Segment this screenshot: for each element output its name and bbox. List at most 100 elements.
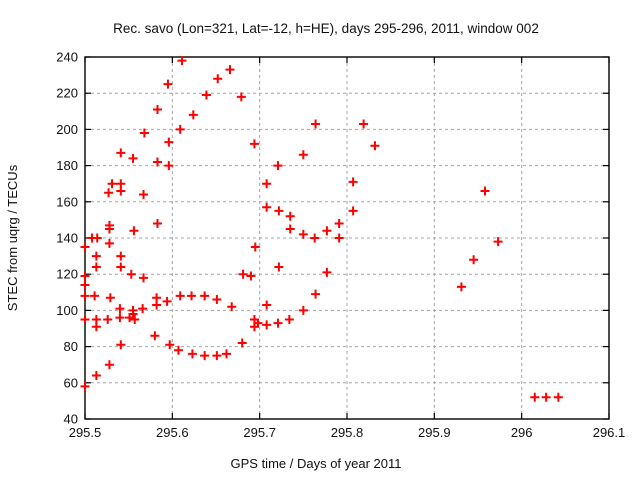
data-point-marker [212,351,222,361]
x-tick-label: 296.1 [593,425,626,440]
data-point-marker [80,271,90,281]
data-point-marker [237,338,247,348]
data-point-marker [173,345,183,355]
plot-title: Rec. savo (Lon=321, Lat=-12, h=HE), days… [113,21,539,36]
data-point-marker [262,300,272,310]
data-point-marker [284,314,294,324]
data-point-marker [285,211,295,221]
data-point-marker [150,331,160,341]
data-point-marker [177,56,187,66]
y-tick-label: 140 [56,231,78,246]
data-point-marker [200,291,210,301]
data-point-marker [152,300,162,310]
data-point-marker [104,224,114,234]
y-tick-label: 40 [64,412,78,427]
data-point-marker [370,141,380,151]
data-point-marker [225,65,235,75]
data-point-marker [90,291,100,301]
x-axis-label: GPS time / Days of year 2011 [231,456,402,471]
x-tick-label: 295.9 [418,425,451,440]
data-point-marker [104,238,114,248]
data-point-marker [262,179,272,189]
data-point-marker [262,202,272,212]
data-point-marker [348,206,358,216]
data-point-marker [322,267,332,277]
data-point-marker [236,92,246,102]
data-point-marker [116,148,126,158]
data-point-marker [129,226,139,236]
data-point-marker [493,237,503,247]
data-point-marker [227,302,237,312]
data-point-marker [105,293,115,303]
data-point-marker [541,392,551,402]
data-point-marker [128,153,138,163]
data-point-marker [187,291,197,301]
data-point-marker [116,251,126,261]
data-point-marker [238,269,248,279]
x-tick-label: 296 [511,425,533,440]
x-tick-label: 295.7 [243,425,276,440]
y-tick-label: 100 [56,303,78,318]
data-point-marker [162,296,172,306]
data-point-marker [187,349,197,359]
data-point-marker [116,340,126,350]
data-point-marker [310,233,320,243]
data-point-marker [91,322,101,332]
y-tick-label: 160 [56,194,78,209]
data-point-marker [262,320,272,330]
data-point-marker [334,233,344,243]
data-point-marker [103,314,113,324]
data-point-marker [298,305,308,315]
data-point-marker [152,219,162,229]
data-point-marker [152,157,162,167]
data-point-marker [164,137,174,147]
data-point-marker [201,90,211,100]
data-point-marker [311,289,321,299]
data-point-marker [91,371,101,381]
data-point-marker [249,139,259,149]
data-point-marker [80,291,90,301]
grid-layer [85,57,609,419]
data-point-marker [152,104,162,114]
x-tick-label: 295.6 [156,425,189,440]
data-point-marker [104,360,114,370]
data-point-marker [359,119,369,129]
data-point-marker [130,314,140,324]
y-tick-label: 60 [64,375,78,390]
y-tick-label: 80 [64,339,78,354]
data-point-marker [274,262,284,272]
data-point-marker [212,295,222,305]
data-point-marker [480,186,490,196]
tick-label-layer: 295.5 295.6 295.7 295.8 295.9 296 296.1 40 60 80 1… [56,50,625,441]
data-point-marker [104,188,114,198]
data-point-marker [253,318,263,328]
data-point-marker [139,128,149,138]
data-point-marker [116,262,126,272]
data-point-marker [126,269,136,279]
data-point-marker [165,340,175,350]
data-point-marker [530,392,540,402]
data-point-marker [273,318,283,328]
data-point-marker [334,219,344,229]
data-point-marker [188,110,198,120]
data-point-marker [92,233,102,243]
y-tick-label: 200 [56,122,78,137]
data-point-marker [91,251,101,261]
data-point-marker [469,255,479,265]
data-point-marker [221,349,231,359]
data-point-marker [175,291,185,301]
y-tick-label: 180 [56,158,78,173]
data-point-marker [107,179,117,189]
data-points-layer [80,56,563,402]
data-point-marker [456,282,466,292]
data-point-marker [80,242,90,252]
data-point-marker [116,186,126,196]
data-point-marker [163,79,173,89]
y-tick-label: 120 [56,267,78,282]
data-point-marker [80,314,90,324]
y-tick-label: 220 [56,86,78,101]
data-point-marker [80,381,90,391]
data-point-marker [115,304,125,314]
